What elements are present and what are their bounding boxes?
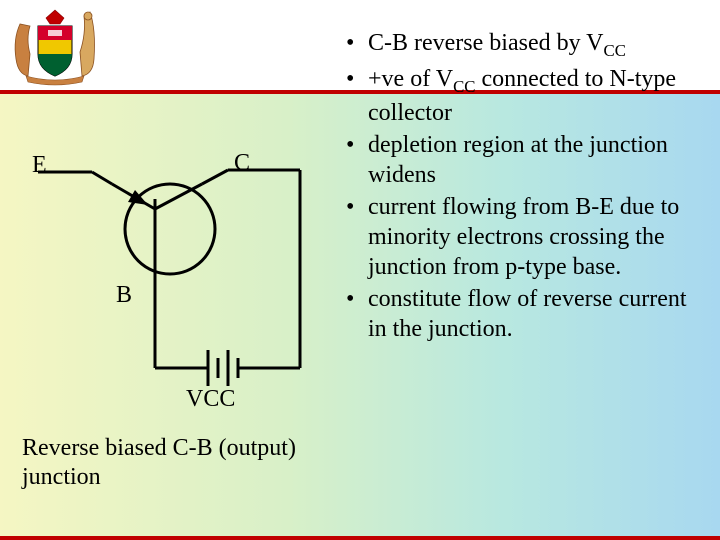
label-b: B bbox=[116, 282, 132, 309]
list-item: +ve of VCC connected to N-type collector bbox=[346, 64, 710, 128]
left-column: E C B VCC Reverse biased C-B (output) ju… bbox=[0, 94, 340, 536]
list-item: constitute flow of reverse current in th… bbox=[346, 284, 710, 344]
label-vcc: VCC bbox=[186, 386, 235, 413]
content-area: E C B VCC Reverse biased C-B (output) ju… bbox=[0, 94, 720, 536]
label-e: E bbox=[32, 152, 47, 179]
list-item: depletion region at the junction widens bbox=[346, 130, 710, 190]
list-item: C-B reverse biased by VCC bbox=[346, 28, 710, 62]
right-column: C-B reverse biased by VCC +ve of VCC con… bbox=[340, 28, 710, 346]
caption: Reverse biased C-B (output) junction bbox=[22, 434, 332, 492]
circuit-diagram bbox=[20, 124, 320, 404]
crest-icon bbox=[8, 4, 103, 86]
label-c: C bbox=[234, 150, 250, 177]
divider-bottom bbox=[0, 536, 720, 540]
list-item: current flowing from B-E due to minority… bbox=[346, 192, 710, 282]
bullet-list: C-B reverse biased by VCC +ve of VCC con… bbox=[340, 28, 710, 344]
